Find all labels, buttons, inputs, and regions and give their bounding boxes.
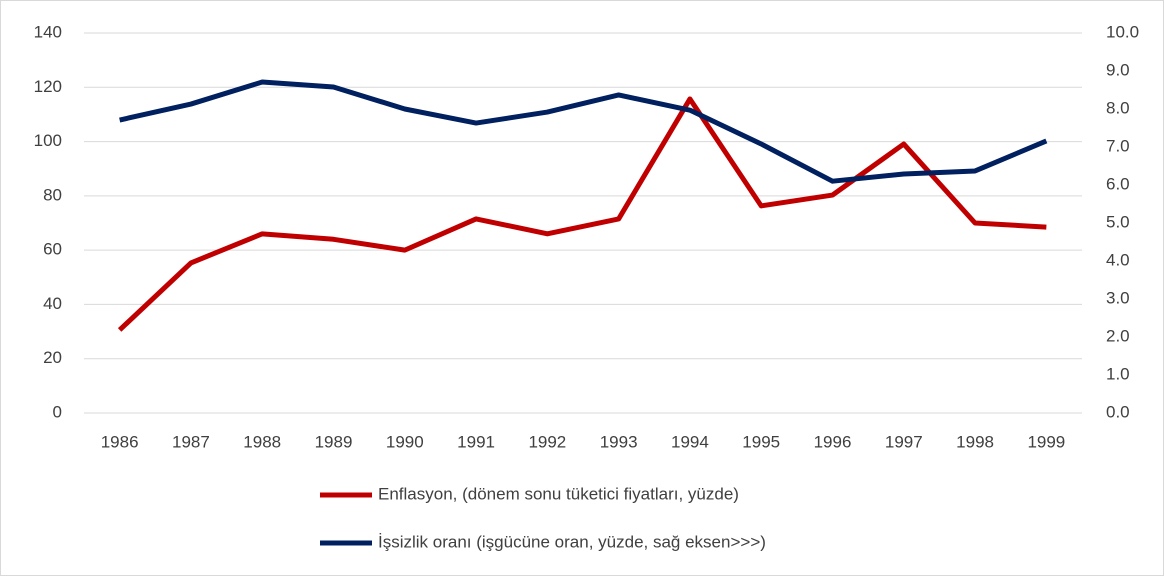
x-tick-label: 1999 <box>1027 432 1065 451</box>
y2-tick-label: 8.0 <box>1106 98 1130 117</box>
y-tick-label: 40 <box>43 294 62 313</box>
x-tick-label: 1986 <box>101 432 139 451</box>
x-tick-label: 1993 <box>600 432 638 451</box>
series-line <box>117 96 1047 332</box>
legend-label: Enflasyon, (dönem sonu tüketici fiyatlar… <box>378 484 739 503</box>
x-tick-label: 1989 <box>315 432 353 451</box>
y2-tick-label: 5.0 <box>1106 212 1130 231</box>
y-tick-label: 140 <box>34 22 62 41</box>
y-tick-label: 80 <box>43 185 62 204</box>
y2-tick-label: 9.0 <box>1106 60 1130 79</box>
y-tick-label: 60 <box>43 240 62 259</box>
x-tick-label: 1995 <box>742 432 780 451</box>
y2-tick-label: 4.0 <box>1106 250 1130 269</box>
y-tick-label: 100 <box>34 131 62 150</box>
y2-tick-label: 3.0 <box>1106 288 1130 307</box>
y2-tick-label: 10.0 <box>1106 22 1139 41</box>
x-tick-label: 1992 <box>528 432 566 451</box>
x-tick-label: 1987 <box>172 432 210 451</box>
x-tick-label: 1988 <box>243 432 281 451</box>
y2-tick-label: 2.0 <box>1106 326 1130 345</box>
y-tick-label: 20 <box>43 348 62 367</box>
x-tick-label: 1990 <box>386 432 424 451</box>
y-tick-label: 0 <box>53 402 62 421</box>
y2-tick-label: 1.0 <box>1106 364 1130 383</box>
y2-tick-label: 6.0 <box>1106 174 1130 193</box>
x-tick-label: 1991 <box>457 432 495 451</box>
series-line <box>119 79 1048 184</box>
x-tick-label: 1996 <box>814 432 852 451</box>
y2-tick-label: 0.0 <box>1106 402 1130 421</box>
x-tick-label: 1997 <box>885 432 923 451</box>
x-tick-label: 1998 <box>956 432 994 451</box>
legend-label: İşsizlik oranı (işgücüne oran, yüzde, sa… <box>378 532 766 551</box>
y2-tick-label: 7.0 <box>1106 136 1130 155</box>
y-tick-label: 120 <box>34 77 62 96</box>
x-tick-label: 1994 <box>671 432 709 451</box>
